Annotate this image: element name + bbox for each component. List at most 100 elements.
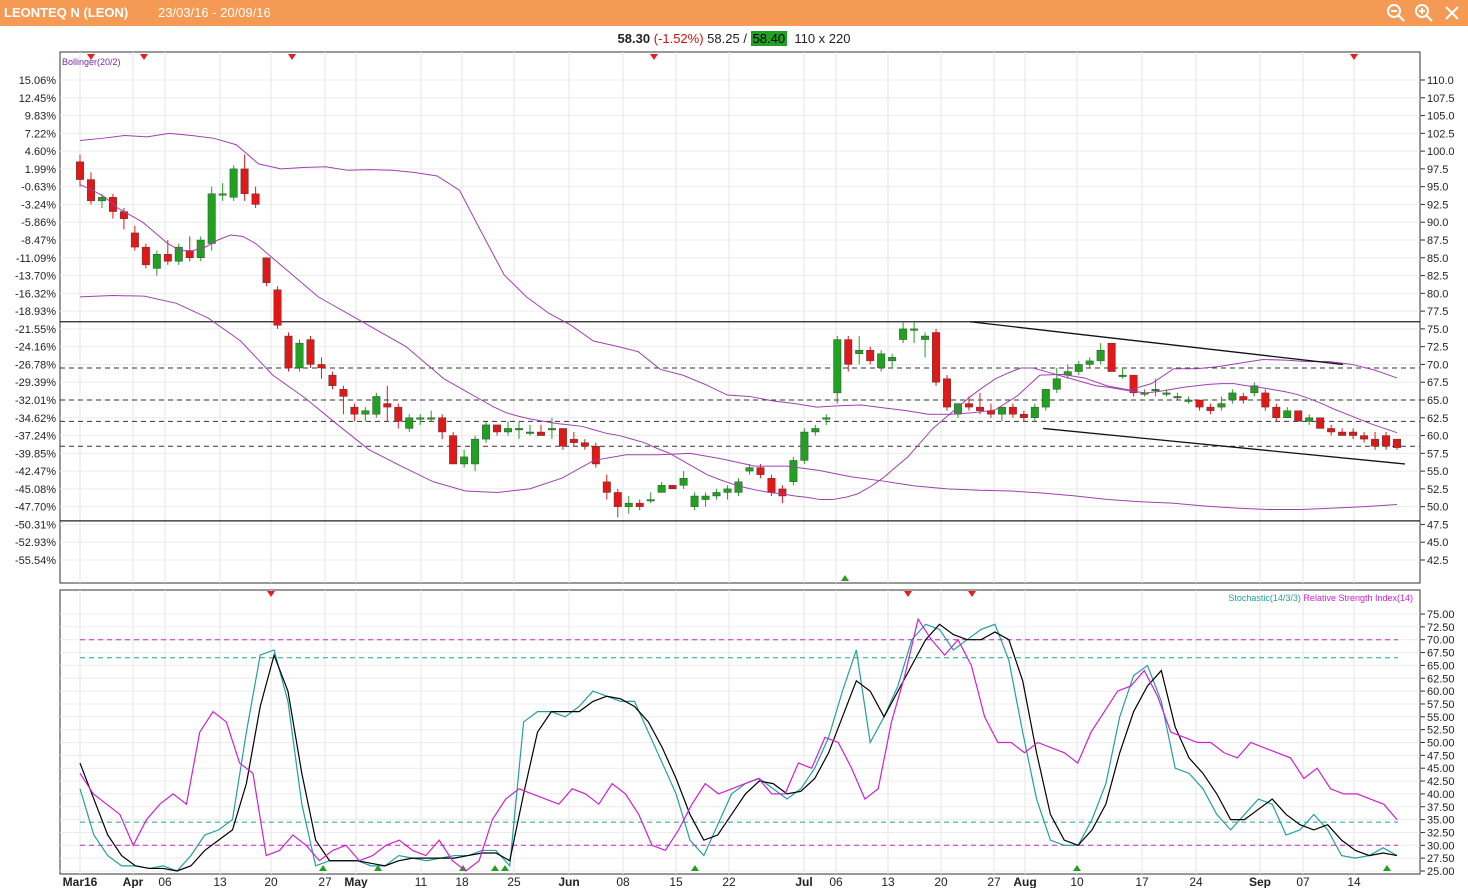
candle-body [372,396,381,415]
sell-signal-marker [1350,54,1358,60]
candle-body [800,431,809,461]
y-right-tick-label: 102.5 [1427,128,1455,140]
sell-signal-marker [140,54,148,60]
candle-body [405,417,414,429]
candle [361,407,370,422]
candle-body [1360,435,1369,440]
grid-lines [60,52,1420,874]
candle-body [427,417,436,420]
candle [174,243,183,265]
indicator-panel [59,589,1421,875]
candle-body [1162,392,1171,395]
candle-body [449,435,458,465]
candle-body [943,378,951,408]
candle [833,336,842,404]
y-right-tick-label: 72.5 [1427,342,1448,354]
indicator-tick-label: 25.00 [1427,866,1455,878]
sell-signal-marker [904,591,912,597]
candle-body [1261,392,1270,408]
indicator-tick-label: 52.50 [1427,725,1455,737]
x-tick-label: 27 [987,875,1001,888]
y-left-tick-label: -5.86% [21,217,56,229]
candle-body [1173,396,1182,399]
candle-body [317,364,326,369]
y-left-tick-label: -39.85% [15,448,56,460]
candle-body [1074,364,1083,372]
buy-signal-marker [374,865,382,871]
indicator-tick-label: 55.00 [1427,712,1455,724]
candle [207,186,216,251]
y-right-tick-label: 62.5 [1427,413,1448,425]
y-right-tick-label: 95.0 [1427,182,1448,194]
candle [163,240,172,265]
indicator-tick-label: 42.50 [1427,776,1455,788]
x-tick-label: Aug [1013,875,1036,888]
candle [1338,428,1347,436]
candle [416,414,425,425]
zoom-out-icon[interactable] [1386,3,1406,23]
y-right-tick-label: 47.5 [1427,519,1448,531]
candle [646,492,655,504]
candle-body [899,328,908,340]
ask-price: 58.40 [750,31,788,46]
candle [339,385,348,415]
candle [229,165,238,201]
candle [317,357,326,379]
candle-body [1151,389,1160,392]
close-icon[interactable] [1442,3,1462,23]
y-left-tick-label: -13.70% [15,271,56,283]
candle-body [1041,389,1050,408]
y-left-tick-label: 9.83% [25,111,56,123]
indicator-tick-label: 60.00 [1427,686,1455,698]
candle-body [756,467,765,475]
indicator-series-line [79,623,1398,872]
instrument-title: LEONTEQ N (LEON) [4,5,129,20]
candle-body [284,335,293,369]
candle-body [866,350,875,362]
candle-body [1085,360,1094,365]
x-tick-label: Jun [558,875,579,888]
candle-body [1129,374,1138,394]
candle-body [537,431,545,436]
candle-body [580,442,589,447]
y-right-tick-label: 85.0 [1427,253,1448,265]
candle [1008,403,1017,418]
y-left-tick-label: -34.62% [15,413,56,425]
y-left-tick-label: -42.47% [15,466,56,478]
x-tick-label: 27 [318,875,332,888]
candle-body [1184,399,1193,402]
candle-body [822,417,831,420]
candle-body [306,339,315,365]
y-right-tick-label: 57.5 [1427,448,1448,460]
candle [855,336,864,365]
x-tick-label: 22 [722,875,736,888]
y-left-tick-label: -8.47% [21,235,56,247]
candle-body [1052,378,1061,390]
y-right-tick-label: 110.0 [1427,75,1454,87]
candle [1129,374,1138,397]
candle [613,488,622,518]
y-right-tick-label: 65.0 [1427,395,1448,407]
candle-body [471,438,480,465]
y-right-tick-label: 52.5 [1427,484,1448,496]
candle [976,392,984,415]
sell-signal-marker [650,54,658,60]
sell-signal-marker [288,54,296,60]
candle-body [976,406,984,411]
candle [1360,432,1369,443]
indicator-tick-label: 47.50 [1427,750,1455,762]
candle [690,492,699,511]
price-panel [59,51,1421,584]
candle-body [1305,417,1314,422]
candle [624,496,633,514]
zoom-in-icon[interactable] [1414,3,1434,23]
y-left-tick-label: -3.24% [21,199,56,211]
y-right-tick-label: 42.5 [1427,555,1448,567]
candle [580,439,589,450]
candle-body [811,428,820,433]
indicator-tick-label: 35.00 [1427,815,1455,827]
candle-body [789,460,798,482]
indicator-tick-label: 72.50 [1427,622,1455,634]
candle [1316,417,1325,429]
